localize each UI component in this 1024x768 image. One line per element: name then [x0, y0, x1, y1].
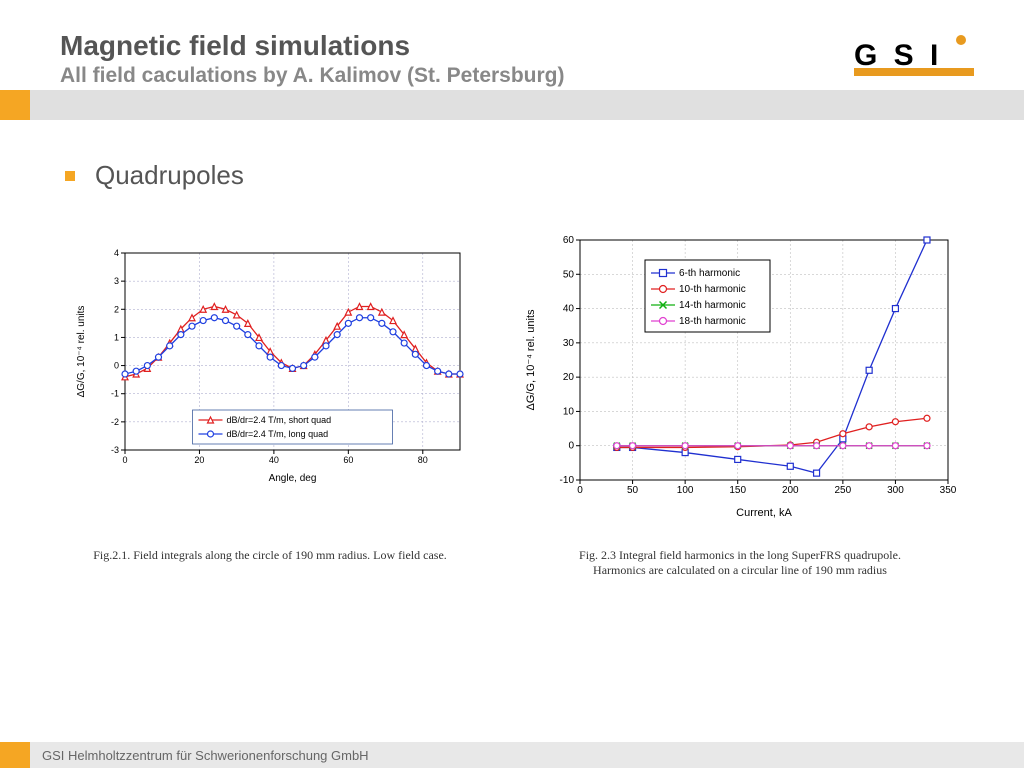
- footer-band: GSI Helmholtzzentrum für Schwerionenfors…: [0, 742, 1024, 768]
- svg-text:1: 1: [114, 332, 119, 342]
- svg-text:40: 40: [269, 455, 279, 465]
- caption-right: Fig. 2.3 Integral field harmonics in the…: [530, 548, 950, 578]
- bullet-icon: [65, 171, 75, 181]
- svg-text:350: 350: [940, 485, 957, 496]
- svg-text:300: 300: [887, 485, 904, 496]
- page-subtitle: All field caculations by A. Kalimov (St.…: [60, 64, 565, 88]
- svg-text:3: 3: [114, 276, 119, 286]
- svg-text:30: 30: [563, 338, 575, 349]
- bullet-row: Quadrupoles: [65, 160, 244, 191]
- page-title: Magnetic field simulations: [60, 30, 565, 62]
- svg-text:10: 10: [563, 406, 575, 417]
- svg-text:0: 0: [577, 485, 583, 496]
- svg-text:60: 60: [343, 455, 353, 465]
- svg-text:-2: -2: [111, 417, 119, 427]
- header-band: [0, 90, 1024, 120]
- title-block: Magnetic field simulations All field cac…: [60, 30, 565, 88]
- svg-text:ΔG/G, 10⁻⁴ rel. units: ΔG/G, 10⁻⁴ rel. units: [76, 306, 87, 398]
- svg-text:Current, kA: Current, kA: [736, 507, 792, 519]
- svg-text:80: 80: [418, 455, 428, 465]
- svg-text:60: 60: [563, 235, 575, 246]
- chart-field-integrals: 0 20 40 60 80 -3 -2 -1 0 1 2 3 4 Angle, deg ΔG/G, 10⁻⁴…: [70, 245, 470, 485]
- svg-text:dB/dr=2.4 T/m, long quad: dB/dr=2.4 T/m, long quad: [227, 429, 329, 439]
- caption-left: Fig.2.1. Field integrals along the circl…: [60, 548, 480, 563]
- svg-text:0: 0: [122, 455, 127, 465]
- footer-text: GSI Helmholtzzentrum für Schwerionenfors…: [42, 748, 369, 763]
- footer-accent: [0, 742, 30, 768]
- header-accent: [0, 90, 30, 120]
- svg-text:G S I: G S I: [854, 39, 942, 72]
- svg-text:-3: -3: [111, 445, 119, 455]
- svg-text:20: 20: [194, 455, 204, 465]
- svg-text:-10: -10: [560, 475, 575, 486]
- svg-text:Angle, deg: Angle, deg: [269, 473, 317, 484]
- svg-text:150: 150: [729, 485, 746, 496]
- bullet-text: Quadrupoles: [95, 160, 244, 191]
- svg-text:250: 250: [835, 485, 852, 496]
- gsi-logo: G S I: [854, 35, 974, 85]
- svg-text:20: 20: [563, 372, 575, 383]
- svg-text:4: 4: [114, 248, 119, 258]
- svg-text:0: 0: [568, 441, 574, 452]
- svg-text:50: 50: [563, 269, 575, 280]
- svg-text:dB/dr=2.4 T/m, short quad: dB/dr=2.4 T/m, short quad: [227, 415, 332, 425]
- svg-text:100: 100: [677, 485, 694, 496]
- chart-harmonics: 050100150200250300350-100102030405060Cur…: [520, 230, 960, 520]
- svg-text:14-th harmonic: 14-th harmonic: [679, 300, 746, 311]
- svg-text:50: 50: [627, 485, 639, 496]
- gsi-logo-svg: G S I: [854, 35, 974, 80]
- svg-text:2: 2: [114, 304, 119, 314]
- svg-text:ΔG/G, 10⁻⁴ rel. units: ΔG/G, 10⁻⁴ rel. units: [525, 309, 537, 411]
- svg-text:10-th harmonic: 10-th harmonic: [679, 284, 746, 295]
- svg-text:40: 40: [563, 304, 575, 315]
- svg-text:0: 0: [114, 361, 119, 371]
- svg-text:200: 200: [782, 485, 799, 496]
- svg-text:6-th harmonic: 6-th harmonic: [679, 268, 740, 279]
- svg-text:18-th harmonic: 18-th harmonic: [679, 316, 746, 327]
- svg-text:-1: -1: [111, 389, 119, 399]
